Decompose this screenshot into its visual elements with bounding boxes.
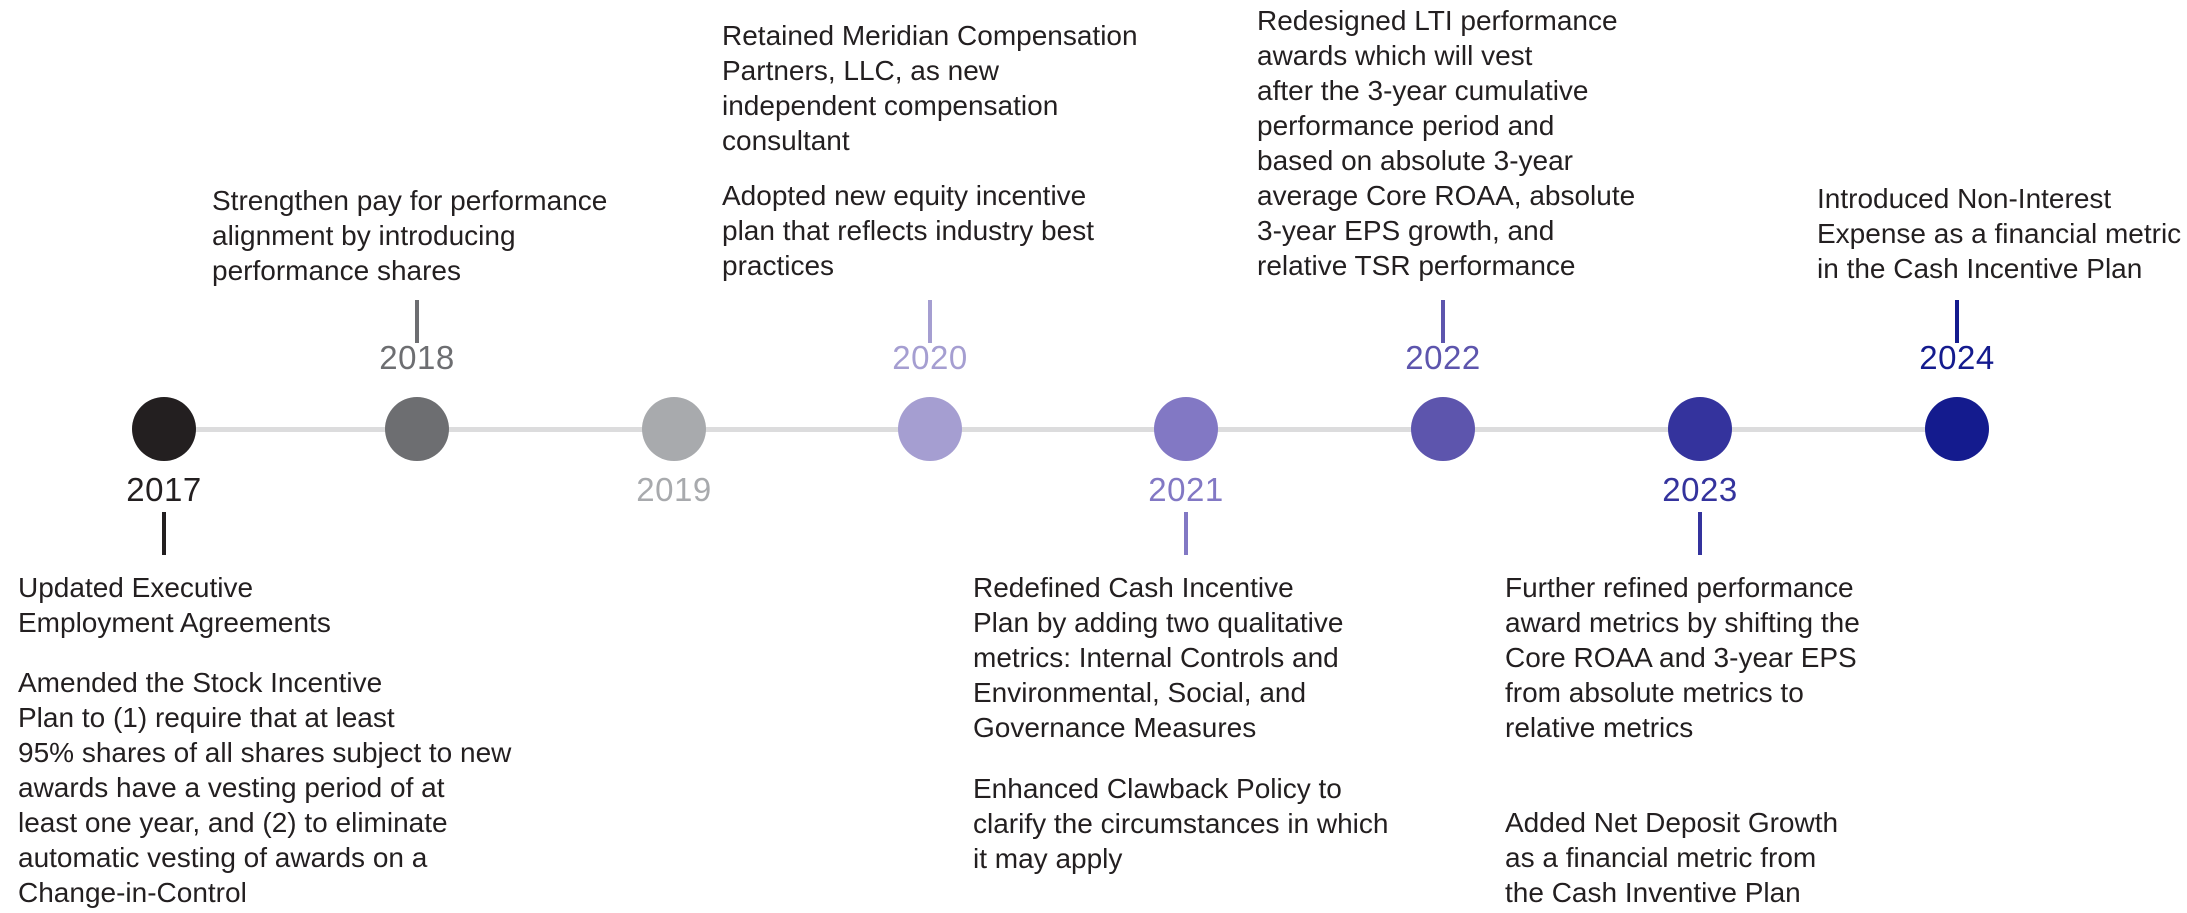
description-paragraph: Redesigned LTI performance awards which w… <box>1257 3 1635 283</box>
description-line: Redefined Cash Incentive <box>973 572 1294 603</box>
description-paragraph: Introduced Non-Interest Expense as a fina… <box>1817 181 2181 286</box>
year-label-2021: 2021 <box>1148 471 1224 508</box>
description-line: least one year, and (2) to eliminate <box>18 807 448 838</box>
description-line: in the Cash Incentive Plan <box>1817 253 2143 284</box>
timeline-dot-2020 <box>898 397 962 461</box>
description-line: relative metrics <box>1505 712 1694 743</box>
timeline-dot-2019 <box>642 397 706 461</box>
description-line: automatic vesting of awards on a <box>18 842 428 873</box>
description-line: Further refined performance <box>1505 572 1854 603</box>
description-line: 3-year EPS growth, and <box>1257 215 1555 246</box>
connector-tick-2023 <box>1698 512 1702 555</box>
description-line: awards which will vest <box>1257 40 1533 71</box>
description-paragraph: Further refined performance award metrics… <box>1505 570 1860 745</box>
year-label-2017: 2017 <box>126 471 202 508</box>
connector-tick-2020 <box>928 300 932 343</box>
description-line: plan that reflects industry best <box>722 215 1094 246</box>
description-line: 95% shares of all shares subject to new <box>18 737 512 768</box>
description-paragraph: Retained Meridian Compensation Partners, … <box>722 18 1138 158</box>
description-paragraph: Adopted new equity incentive plan that re… <box>722 178 1094 283</box>
year-label-2023: 2023 <box>1662 471 1738 508</box>
description-line: Employment Agreements <box>18 607 331 638</box>
timeline-dot-2017 <box>132 397 196 461</box>
description-line: metrics: Internal Controls and <box>973 642 1339 673</box>
description-line: awards have a vesting period of at <box>18 772 445 803</box>
description-line: Retained Meridian Compensation <box>722 20 1138 51</box>
description-line: alignment by introducing <box>212 220 516 251</box>
description-line: Core ROAA and 3-year EPS <box>1505 642 1857 673</box>
description-line: after the 3-year cumulative <box>1257 75 1589 106</box>
description-paragraph: Added Net Deposit Growth as a financial m… <box>1505 805 1838 910</box>
description-line: based on absolute 3-year <box>1257 145 1573 176</box>
connector-tick-2024 <box>1955 300 1959 343</box>
description-line: Added Net Deposit Growth <box>1505 807 1839 838</box>
description-line: the Cash Inventive Plan <box>1505 877 1801 908</box>
timeline-axis <box>164 427 1957 432</box>
year-label-2024: 2024 <box>1919 339 1995 376</box>
timeline-dot-2018 <box>385 397 449 461</box>
year-label-2019: 2019 <box>636 471 712 508</box>
year-label-2022: 2022 <box>1405 339 1481 376</box>
description-line: Strengthen pay for performance <box>212 185 608 216</box>
description-line: Updated Executive <box>18 572 254 603</box>
timeline-dot-2022 <box>1411 397 1475 461</box>
description-line: Partners, LLC, as new <box>722 55 1000 86</box>
description-line: performance period and <box>1257 110 1555 141</box>
timeline-dot-2023 <box>1668 397 1732 461</box>
description-line: as a financial metric from <box>1505 842 1817 873</box>
description-paragraph: Amended the Stock Incentive Plan to (1) r… <box>18 665 511 910</box>
description-line: performance shares <box>212 255 462 286</box>
description-line: Expense as a financial metric <box>1817 218 2182 249</box>
description-line: Redesigned LTI performance <box>1257 5 1618 36</box>
description-paragraph: Updated Executive Employment Agreements <box>18 570 331 640</box>
timeline-dot-2024 <box>1925 397 1989 461</box>
description-paragraph: Enhanced Clawback Policy to clarify the c… <box>973 771 1388 876</box>
description-line: Introduced Non-Interest <box>1817 183 2112 214</box>
description-line: consultant <box>722 125 850 156</box>
connector-tick-2017 <box>162 512 166 555</box>
description-line: relative TSR performance <box>1257 250 1576 281</box>
description-line: clarify the circumstances in which <box>973 808 1389 839</box>
description-line: Adopted new equity incentive <box>722 180 1087 211</box>
description-line: Plan to (1) require that at least <box>18 702 395 733</box>
connector-tick-2018 <box>415 300 419 343</box>
description-line: Plan by adding two qualitative <box>973 607 1344 638</box>
timeline-dot-2021 <box>1154 397 1218 461</box>
description-line: Governance Measures <box>973 712 1257 743</box>
description-line: from absolute metrics to <box>1505 677 1804 708</box>
description-line: it may apply <box>973 843 1123 874</box>
description-paragraph: Redefined Cash Incentive Plan by adding t… <box>973 570 1343 745</box>
description-line: award metrics by shifting the <box>1505 607 1860 638</box>
connector-tick-2022 <box>1441 300 1445 343</box>
description-line: Enhanced Clawback Policy to <box>973 773 1342 804</box>
year-label-2020: 2020 <box>892 339 968 376</box>
connector-tick-2021 <box>1184 512 1188 555</box>
description-paragraph: Strengthen pay for performance alignment … <box>212 183 607 288</box>
description-line: independent compensation <box>722 90 1059 121</box>
description-line: Amended the Stock Incentive <box>18 667 383 698</box>
description-line: Change-in-Control <box>18 877 247 908</box>
year-label-2018: 2018 <box>379 339 455 376</box>
description-line: practices <box>722 250 835 281</box>
description-line: average Core ROAA, absolute <box>1257 180 1636 211</box>
description-line: Environmental, Social, and <box>973 677 1307 708</box>
